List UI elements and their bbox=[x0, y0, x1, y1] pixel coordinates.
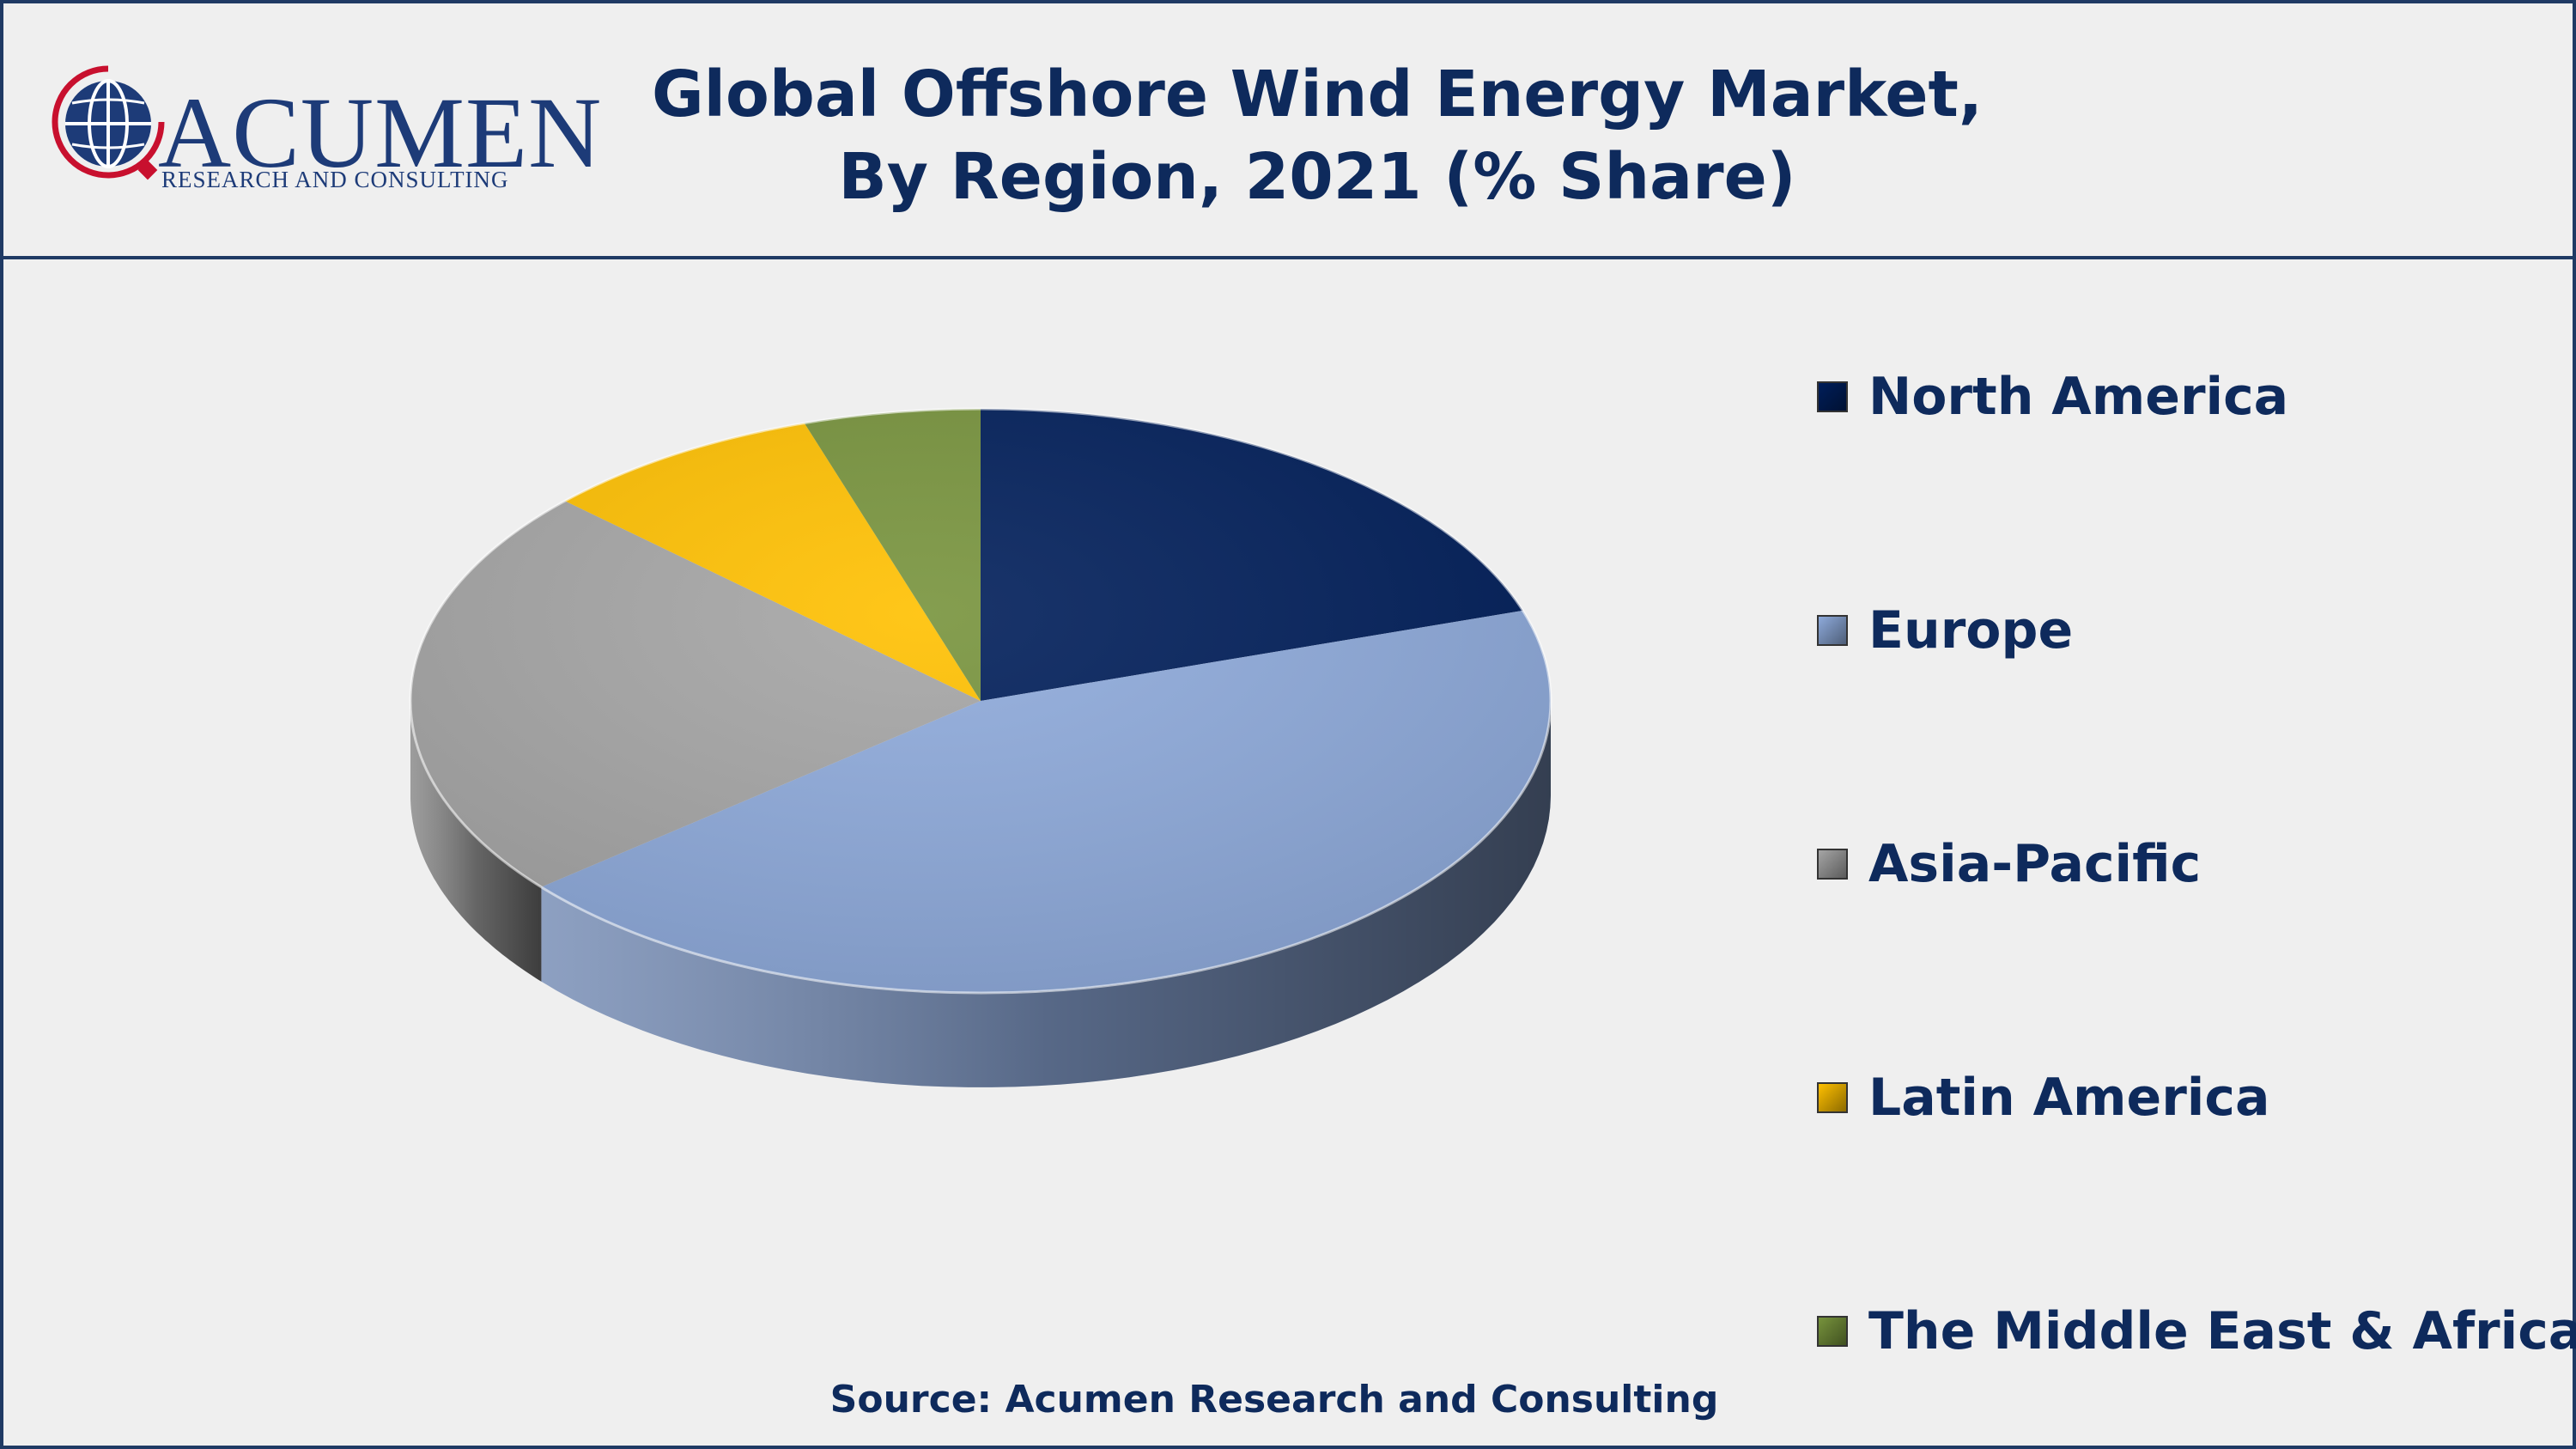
legend-label-north-america: North America bbox=[1868, 367, 2289, 427]
logo: ACUMEN RESEARCH AND CONSULTING bbox=[48, 57, 601, 203]
legend-item-north-america: North America bbox=[1817, 364, 2573, 433]
legend-item-latin-america: Latin America bbox=[1817, 1065, 2573, 1134]
legend-label-europe: Europe bbox=[1868, 600, 2074, 661]
chart-title: Global Offshore Wind Energy Market, By R… bbox=[605, 53, 2030, 218]
globe-icon bbox=[52, 65, 165, 180]
legend-swatch-europe bbox=[1817, 615, 1848, 646]
legend-item-asia-pacific: Asia-Pacific bbox=[1817, 831, 2573, 900]
logo-wordmark: ACUMEN bbox=[158, 76, 603, 189]
chart-title-line-1: Global Offshore Wind Energy Market, bbox=[651, 58, 1984, 131]
source-note: Source: Acumen Research and Consulting bbox=[829, 1378, 1719, 1422]
pie-tops bbox=[409, 407, 1552, 995]
legend-swatch-the-middle-east-africa bbox=[1817, 1316, 1848, 1347]
chart-title-line-2: By Region, 2021 (% Share) bbox=[838, 140, 1796, 214]
legend-item-europe: Europe bbox=[1817, 598, 2573, 667]
legend-label-latin-america: Latin America bbox=[1868, 1068, 2270, 1128]
legend-swatch-north-america bbox=[1817, 381, 1848, 412]
header-divider bbox=[3, 256, 2573, 259]
pie-side-shade-europe bbox=[541, 701, 1551, 1087]
legend-label-the-middle-east-africa: The Middle East & Africa bbox=[1868, 1301, 2576, 1361]
pie-sides bbox=[410, 701, 1551, 1087]
legend-swatch-latin-america bbox=[1817, 1082, 1848, 1113]
logo-tagline: RESEARCH AND CONSULTING bbox=[161, 167, 509, 192]
pie-rim-highlight bbox=[409, 407, 1552, 995]
pie-chart bbox=[409, 407, 1552, 1087]
pie-side-shade-asia-pacific bbox=[410, 701, 542, 982]
legend-item-the-middle-east-africa: The Middle East & Africa bbox=[1817, 1299, 2576, 1367]
legend-swatch-asia-pacific bbox=[1817, 849, 1848, 880]
legend-label-asia-pacific: Asia-Pacific bbox=[1868, 834, 2202, 894]
